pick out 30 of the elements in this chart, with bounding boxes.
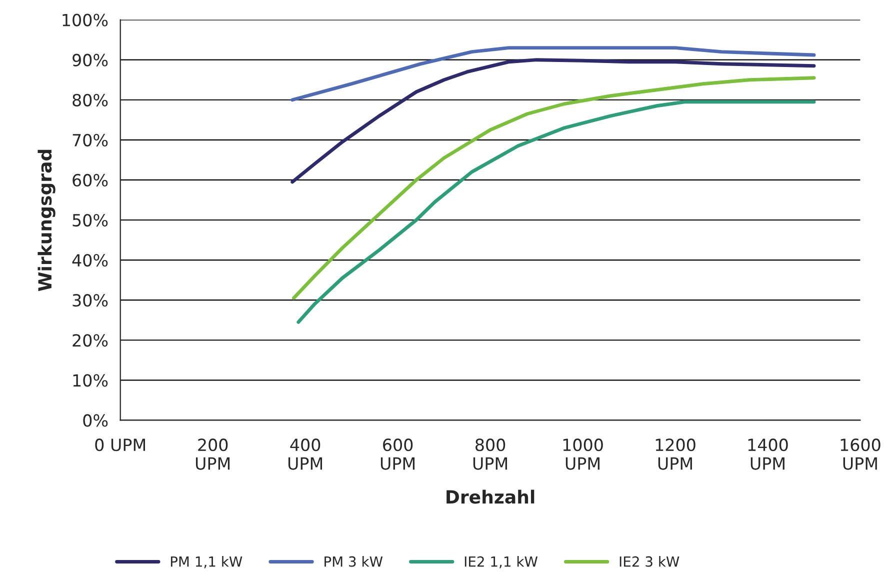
y-tick-label: 70% [72,134,108,146]
y-tick-label: 30% [72,294,108,307]
x-tick-label: 400 UPM [288,438,322,470]
x-axis-title: Drehzahl [446,490,534,504]
x-tick-label: 1000 UPM [563,438,603,470]
y-tick-label: 20% [72,334,108,347]
legend-label: PM 3 kW [324,556,383,567]
x-tick-label: 1400 UPM [748,438,788,470]
line-series [290,46,816,102]
legend-label: IE2 1,1 kW [464,556,538,568]
x-tick-label: 1200 UPM [656,438,696,470]
x-tick-label: 0 UPM [95,438,145,452]
y-tick-label: 60% [72,174,108,187]
x-tick-label: 800 UPM [473,438,507,470]
y-tick-label: 40% [72,254,108,267]
y-tick-label: 100% [62,14,108,26]
y-tick-label: 50% [72,214,108,227]
legend-label: PM 1,1 kW [170,556,242,568]
y-tick-label: 80% [72,94,108,106]
line-series [292,76,816,300]
legend-label: IE2 3 kW [620,556,680,567]
y-tick-label: 10% [73,374,108,387]
y-tick-label: 0% [83,414,108,427]
x-tick-label: 1600 UPM [840,438,880,470]
line-series [290,58,816,184]
y-tick-label: 90% [72,54,108,66]
line-series [296,100,816,324]
y-axis-title: Wirkungsgrad [38,150,56,292]
x-tick-label: 200 UPM [196,438,230,470]
x-tick-label: 600 UPM [380,438,414,470]
